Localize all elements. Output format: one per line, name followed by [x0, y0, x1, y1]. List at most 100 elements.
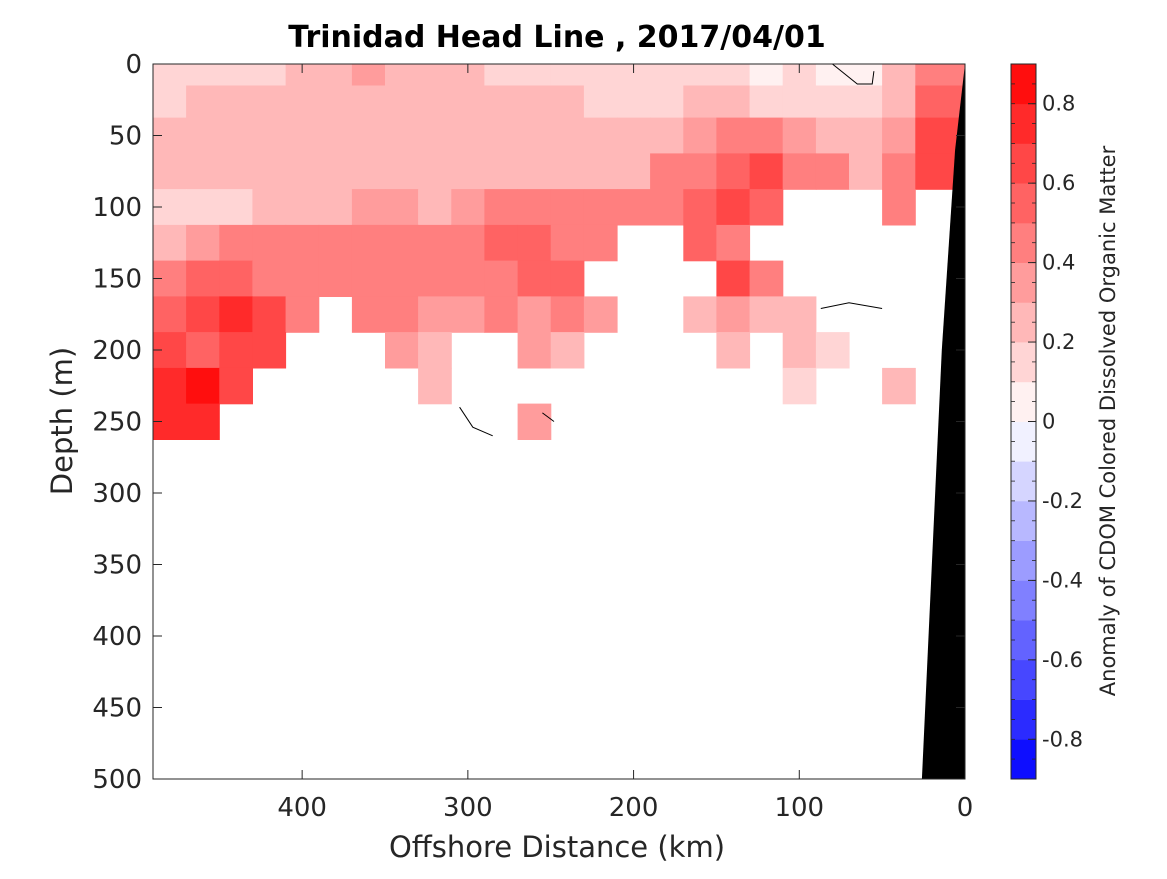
anomaly-cell — [550, 260, 585, 297]
anomaly-cell — [583, 153, 618, 190]
anomaly-cell — [484, 224, 519, 262]
anomaly-cell — [351, 260, 386, 297]
anomaly-cell — [219, 153, 253, 190]
anomaly-cell — [749, 153, 784, 190]
anomaly-cell — [418, 367, 452, 405]
anomaly-cell — [550, 64, 585, 87]
colorbar-segment — [1011, 580, 1036, 621]
colorbar-segment — [1011, 64, 1036, 105]
anomaly-cell — [385, 332, 419, 369]
anomaly-cell — [849, 153, 883, 190]
anomaly-cell — [153, 367, 187, 405]
colorbar-segment — [1011, 540, 1036, 581]
anomaly-cell — [650, 117, 684, 154]
contour-line — [459, 406, 493, 437]
anomaly-cell — [716, 260, 751, 297]
y-tick-label: 100 — [92, 193, 142, 223]
anomaly-cell — [451, 117, 485, 154]
anomaly-cell — [815, 117, 850, 154]
anomaly-cell — [285, 64, 320, 87]
colorbar-segment — [1011, 262, 1036, 303]
anomaly-cell — [418, 332, 452, 369]
anomaly-cell — [517, 224, 552, 262]
anomaly-cell — [351, 64, 386, 87]
anomaly-cell — [186, 85, 220, 119]
y-tick-label: 150 — [92, 265, 142, 295]
colorbar-segment — [1011, 302, 1036, 343]
anomaly-cell — [385, 153, 419, 190]
anomaly-cell — [849, 64, 883, 87]
anomaly-cell — [451, 153, 485, 190]
anomaly-cell — [451, 85, 485, 119]
anomaly-cell — [186, 64, 220, 87]
anomaly-cell — [517, 296, 552, 333]
anomaly-cell — [517, 332, 552, 369]
anomaly-cell — [219, 117, 253, 154]
anomaly-cell — [186, 260, 220, 297]
colorbar-segment — [1011, 183, 1036, 224]
anomaly-cell — [351, 153, 386, 190]
colorbar-tick-label: 0.2 — [1042, 330, 1075, 354]
anomaly-cell — [451, 189, 485, 226]
anomaly-cell — [882, 189, 916, 226]
contour-line — [820, 302, 883, 309]
anomaly-cell — [716, 153, 751, 190]
anomaly-cell — [749, 296, 784, 333]
anomaly-cell — [550, 153, 585, 190]
anomaly-cell — [716, 117, 751, 154]
anomaly-cell — [882, 85, 916, 119]
anomaly-cell — [617, 153, 651, 190]
anomaly-cell — [583, 117, 618, 154]
anomaly-cell — [484, 64, 519, 87]
anomaly-cell — [252, 117, 287, 154]
colorbar: 0.8 0.6 0.4 0.2 0 -0.2 -0.4 -0.6 -0.8 — [1010, 63, 1083, 780]
anomaly-cell — [252, 332, 287, 369]
anomaly-cell — [484, 189, 519, 226]
anomaly-cell — [849, 85, 883, 119]
anomaly-cell — [385, 296, 419, 333]
anomaly-cell — [882, 153, 916, 190]
anomaly-cell — [550, 296, 585, 333]
colorbar-segment — [1011, 659, 1036, 700]
anomaly-cell — [583, 224, 618, 262]
y-axis-ticks: 0 50 100 150 200 250 300 350 400 450 500 — [92, 50, 965, 795]
anomaly-cell — [484, 153, 519, 190]
anomaly-cell — [782, 117, 817, 154]
anomaly-cell — [418, 117, 452, 154]
colorbar-tick-label: -0.6 — [1042, 648, 1083, 672]
anomaly-cell — [318, 64, 353, 87]
anomaly-cell — [252, 296, 287, 333]
anomaly-cell — [219, 260, 253, 297]
y-tick-label: 400 — [92, 622, 142, 652]
anomaly-cell — [351, 296, 386, 333]
anomaly-cell — [186, 296, 220, 333]
anomaly-cell — [882, 367, 916, 405]
anomaly-cell — [418, 85, 452, 119]
anomaly-cell — [385, 260, 419, 297]
anomaly-cell — [186, 224, 220, 262]
anomaly-cell — [550, 117, 585, 154]
x-tick-label: 300 — [443, 793, 493, 823]
anomaly-cell — [517, 403, 552, 440]
anomaly-cell — [418, 260, 452, 297]
y-tick-label: 50 — [109, 122, 142, 152]
colorbar-segment — [1011, 143, 1036, 184]
anomaly-cell — [186, 189, 220, 226]
anomaly-cell — [285, 260, 320, 297]
colorbar-tick-label: -0.2 — [1042, 489, 1083, 513]
anomaly-cell — [683, 64, 717, 87]
anomaly-cell — [451, 224, 485, 262]
anomaly-cell — [385, 117, 419, 154]
anomaly-cell — [285, 117, 320, 154]
anomaly-cell — [815, 85, 850, 119]
anomaly-cell — [683, 117, 717, 154]
anomaly-cell — [550, 85, 585, 119]
anomaly-cell — [915, 64, 965, 87]
anomaly-cell — [716, 296, 751, 333]
anomaly-cell — [153, 153, 187, 190]
x-tick-label: 0 — [957, 793, 974, 823]
anomaly-cell — [650, 85, 684, 119]
anomaly-cell — [716, 224, 751, 262]
anomaly-cell — [782, 332, 817, 369]
